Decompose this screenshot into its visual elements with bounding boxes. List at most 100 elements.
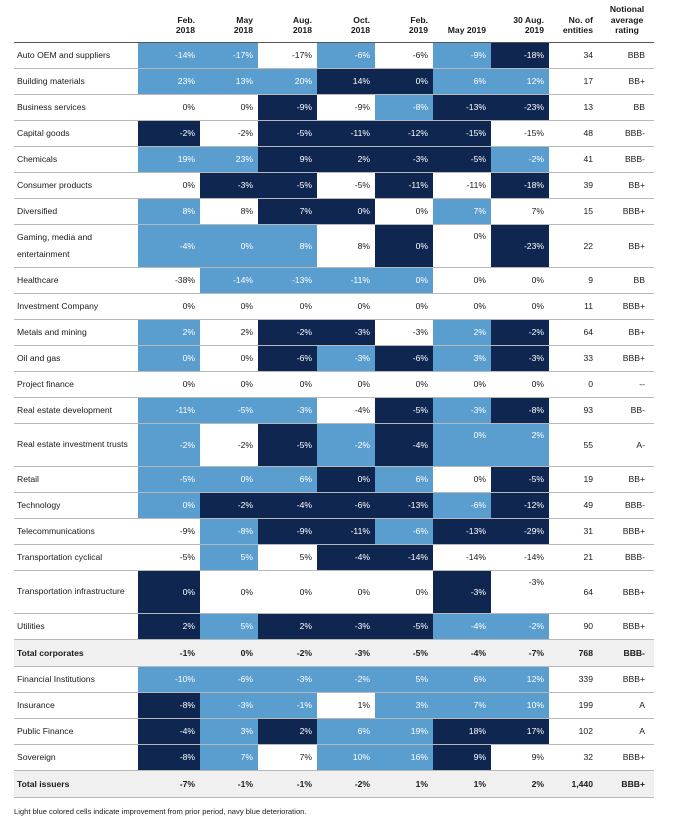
table-row: Financial Institutions -10% -6% -3% -2% 5% 6% 1…: [14, 666, 654, 692]
cell-aug-2018: -1%: [258, 692, 317, 718]
cell-may-2018: 5%: [200, 544, 258, 570]
cell-feb-2019: -6%: [375, 518, 433, 544]
cell-may-2018: 0%: [240, 379, 253, 389]
cell-entities: 49: [583, 500, 593, 510]
cell-feb-2019: 16%: [375, 744, 433, 770]
cell-feb-2018: -38%: [174, 275, 195, 285]
cell-aug-2018: 6%: [258, 466, 317, 492]
cell-oct-2018: -11%: [317, 120, 375, 146]
cell-oct-2018: -11%: [317, 267, 375, 293]
cell-oct-2018: 1%: [357, 700, 370, 710]
cell-may-2018: 7%: [200, 744, 258, 770]
cell-oct-2018: 14%: [317, 68, 375, 94]
cell-oct-2018: -11%: [317, 518, 375, 544]
cell-may-2019: 6%: [433, 666, 491, 692]
cell-rating: A-: [636, 439, 645, 450]
cell-oct-2018: 0%: [357, 379, 370, 389]
cell-rating: BB+: [628, 76, 645, 86]
cell-may-2019: 18%: [433, 718, 491, 744]
cell-entities: 39: [583, 180, 593, 190]
cell-rating: BBB+: [622, 301, 645, 311]
cell-oct-2018: -5%: [354, 180, 370, 190]
cell-entities: 339: [578, 674, 593, 684]
cell-feb-2019: 0%: [415, 301, 428, 311]
table-row: Capital goods -2% -2% -5% -11% -12% -15% -15% 48…: [14, 120, 654, 146]
cell-entities: 199: [578, 700, 593, 710]
cell-feb-2019: -11%: [375, 172, 433, 198]
cell-feb-2018: 0%: [138, 570, 200, 613]
cell-oct-2018: -2%: [317, 423, 375, 466]
cell-entities: 17: [583, 76, 593, 86]
row-label: Auto OEM and suppliers: [17, 50, 111, 60]
cell-entities: 102: [578, 726, 593, 736]
cell-aug-2018: 2%: [258, 718, 317, 744]
header-entities: No. of entities: [549, 0, 600, 42]
cell-aug-2019: -2%: [491, 146, 549, 172]
header-oct-2018: Oct. 2018: [317, 0, 375, 42]
cell-rating: BB: [633, 275, 645, 285]
cell-aug-2019: 17%: [491, 718, 549, 744]
row-label: Healthcare: [17, 275, 59, 285]
cell-may-2018: -3%: [200, 692, 258, 718]
cell-aug-2019: -2%: [491, 613, 549, 639]
cell-feb-2019: 5%: [375, 666, 433, 692]
cell-aug-2018: 8%: [258, 224, 317, 267]
header-feb-2019-line2: 2019: [408, 25, 428, 35]
header-feb-2018-line1: Feb.: [177, 14, 195, 25]
row-label: Real estate investment trusts: [17, 439, 128, 449]
cell-feb-2018: -4%: [138, 224, 200, 267]
cell-feb-2018: -10%: [138, 666, 200, 692]
table-row: Gaming, media and entertainment -4% 0% 8% 8%…: [14, 224, 654, 267]
cell-aug-2018: -6%: [258, 345, 317, 371]
header-aug-2018-line2: 2018: [292, 25, 312, 35]
cell-entities: 13: [583, 102, 593, 112]
cell-feb-2019: -8%: [375, 94, 433, 120]
table-row: Sovereign -8% 7% 7% 10% 16% 9% 9% 32 BBB+: [14, 744, 654, 770]
cell-feb-2018: -4%: [138, 718, 200, 744]
cell-oct-2018: 0%: [317, 198, 375, 224]
cell-aug-2019: 12%: [491, 666, 549, 692]
cell-feb-2019: 0%: [415, 379, 428, 389]
cell-aug-2018: -5%: [258, 423, 317, 466]
cell-feb-2019: -14%: [375, 544, 433, 570]
cell-may-2018: 0%: [240, 353, 253, 363]
cell-feb-2018: 0%: [182, 379, 195, 389]
cell-feb-2018: -7%: [138, 770, 200, 797]
cell-entities: 64: [583, 327, 593, 337]
row-label: Building materials: [17, 76, 85, 86]
cell-entities: 64: [583, 586, 593, 597]
cell-rating: BBB+: [622, 621, 645, 631]
cell-may-2019: 0%: [473, 230, 486, 241]
cell-rating: BBB+: [622, 674, 645, 684]
cell-aug-2018: -3%: [258, 666, 317, 692]
row-label: Insurance: [17, 700, 55, 710]
cell-entities: 22: [583, 240, 593, 251]
cell-aug-2019: 0%: [531, 275, 544, 285]
cell-feb-2018: -2%: [138, 120, 200, 146]
cell-may-2019: -13%: [433, 94, 491, 120]
header-rating-line2: average: [610, 14, 644, 25]
cell-aug-2019: 2%: [491, 770, 549, 797]
cell-aug-2019: -23%: [491, 224, 549, 267]
cell-may-2018: -2%: [237, 128, 253, 138]
cell-may-2018: 0%: [240, 586, 253, 597]
cell-oct-2018: -2%: [317, 666, 375, 692]
row-label: Total corporates: [14, 639, 138, 666]
cell-aug-2019: -3%: [528, 576, 544, 587]
cell-oct-2018: -9%: [354, 102, 370, 112]
cell-aug-2018: 7%: [299, 752, 312, 762]
cell-aug-2018: -17%: [291, 50, 312, 60]
cell-entities: 32: [583, 752, 593, 762]
row-label: Total issuers: [14, 770, 138, 797]
cell-feb-2019: -3%: [412, 327, 428, 337]
cell-entities: 9: [588, 275, 593, 285]
cell-may-2018: 23%: [200, 146, 258, 172]
row-label: Oil and gas: [17, 353, 61, 363]
table-row: Building materials 23% 13% 20% 14% 0% 6% 12% 17 B…: [14, 68, 654, 94]
cell-may-2019: -4%: [433, 639, 491, 666]
row-label: Sovereign: [17, 752, 56, 762]
cell-rating: --: [639, 379, 645, 389]
cell-may-2019: -11%: [466, 180, 486, 190]
cell-may-2019: 9%: [433, 744, 491, 770]
header-aug-2019-line1: 30 Aug.: [513, 14, 544, 25]
